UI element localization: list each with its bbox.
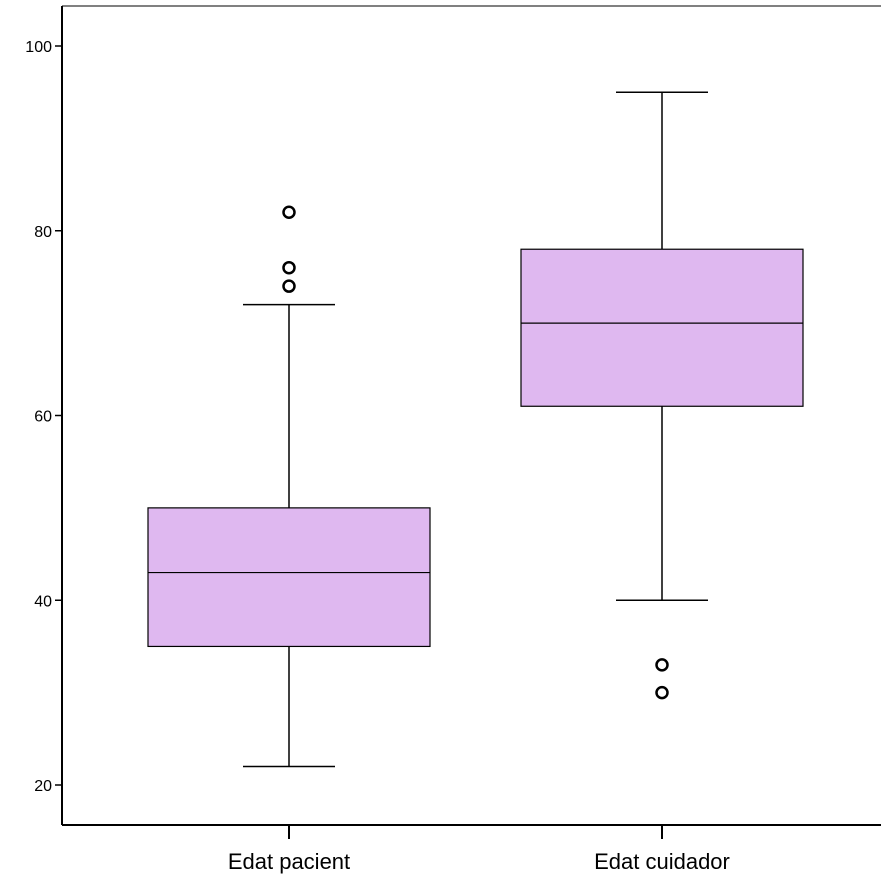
y-tick-label-80: 80 (34, 224, 52, 241)
box-iqr-1 (520, 248, 804, 407)
axes: 20 40 60 80 100 Edat pacient Edat cuidador (25, 5, 881, 874)
box-marks (147, 91, 804, 768)
y-tick-label-100: 100 (25, 39, 52, 56)
outlier-point-1-0 (655, 685, 669, 700)
outlier-point-0-0 (282, 279, 296, 293)
outlier-point-0-2 (282, 205, 296, 220)
x-category-label-1: Edat cuidador (594, 849, 730, 874)
outlier-point-0-1 (282, 260, 296, 275)
y-tick-label-20: 20 (34, 778, 52, 795)
y-tick-label-60: 60 (34, 409, 52, 426)
outlier-point-1-1 (655, 658, 669, 672)
x-category-label-0: Edat pacient (228, 849, 350, 874)
box-iqr-0 (147, 507, 431, 648)
y-tick-label-40: 40 (34, 593, 52, 610)
